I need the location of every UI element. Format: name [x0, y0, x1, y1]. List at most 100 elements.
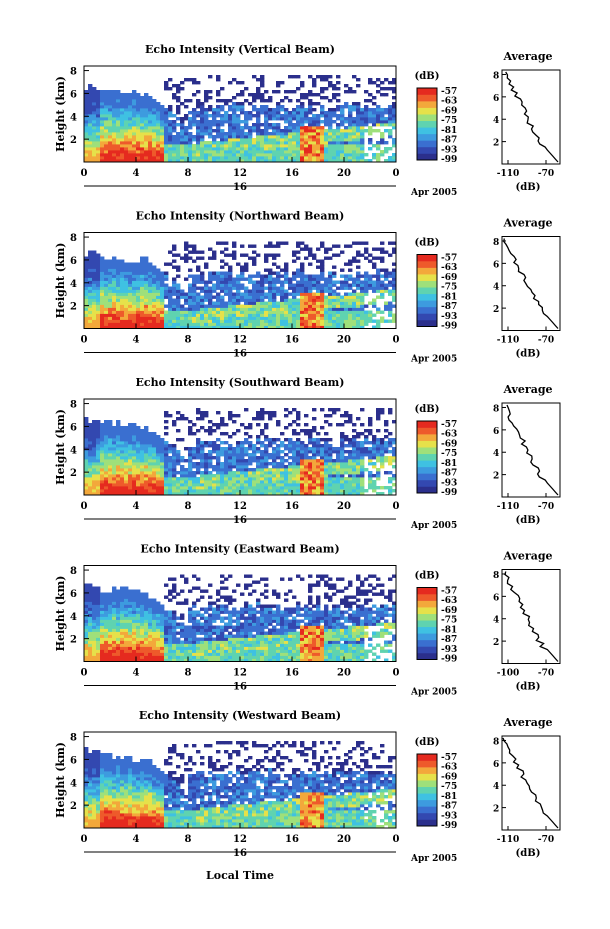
heatmap-cell [316, 480, 321, 484]
heatmap-cell [172, 138, 177, 142]
heatmap-cell [392, 96, 397, 100]
heatmap-cell [220, 280, 225, 284]
colorbar-tick-label: -99 [441, 488, 457, 498]
heatmap-cell [192, 483, 197, 487]
heatmap-cell [348, 480, 353, 484]
heatmap-cell [200, 313, 205, 317]
heatmap-cell [216, 307, 221, 311]
heatmap-cell [280, 150, 285, 154]
profile-y-tick-label: 4 [493, 283, 499, 293]
heatmap-cell [112, 126, 117, 130]
heatmap-cell [92, 619, 97, 623]
heatmap-cell [212, 465, 217, 469]
heatmap-cell [120, 129, 125, 133]
heatmap-cell [248, 292, 253, 296]
heatmap-cell [188, 283, 193, 287]
heatmap-cell [276, 304, 281, 308]
heatmap-cell [392, 159, 397, 163]
heatmap-cell [248, 480, 253, 484]
heatmap-cell [392, 316, 397, 320]
heatmap-cell [128, 453, 133, 457]
heatmap-cell [392, 274, 397, 278]
heatmap-cell [84, 322, 89, 326]
heatmap-cell [112, 444, 117, 448]
heatmap-cell [116, 319, 121, 323]
heatmap-cell [208, 462, 213, 466]
heatmap-cell [116, 307, 121, 311]
heatmap-cell [288, 150, 293, 154]
heatmap-cell [304, 147, 309, 151]
heatmap-cell [204, 108, 209, 112]
heatmap-cell [208, 156, 213, 160]
heatmap-cell [368, 316, 373, 320]
heatmap-cell [312, 310, 317, 314]
heatmap-cell [104, 90, 109, 94]
heatmap-cell [296, 289, 301, 293]
heatmap-cell [204, 310, 209, 314]
heatmap-cell [100, 120, 105, 124]
heatmap-cell [340, 150, 345, 154]
heatmap-cell [252, 471, 257, 475]
heatmap-cell [284, 322, 289, 326]
heatmap-cell [380, 438, 385, 442]
heatmap-cell [376, 444, 381, 448]
heatmap-cell [116, 280, 121, 284]
heatmap-cell [328, 150, 333, 154]
heatmap-cell [348, 262, 353, 266]
heatmap-cell [216, 298, 221, 302]
heatmap-cell [360, 298, 365, 302]
heatmap-cell [248, 492, 253, 496]
heatmap-cell [172, 84, 177, 88]
colorbar-swatch [417, 313, 437, 321]
heatmap-cell [260, 307, 265, 311]
heatmap-cell [192, 280, 197, 284]
heatmap-cell [88, 286, 93, 290]
heatmap-cell [96, 253, 101, 257]
heatmap-cell [236, 117, 241, 121]
heatmap-cell [268, 271, 273, 275]
heatmap-cell [96, 465, 101, 469]
heatmap-cell [204, 429, 209, 433]
heatmap-cell [364, 271, 369, 275]
heatmap-cell [116, 271, 121, 275]
heatmap-cell [256, 286, 261, 290]
heatmap-cell [160, 105, 165, 109]
heatmap-cell [160, 153, 165, 157]
heatmap-cell [164, 147, 169, 151]
heatmap-cell [320, 313, 325, 317]
heatmap-cell [332, 486, 337, 490]
heatmap-cell [348, 274, 353, 278]
heatmap-cell [320, 75, 325, 79]
heatmap-cell [108, 450, 113, 454]
heatmap-cell [208, 420, 213, 424]
heatmap-cell [300, 483, 305, 487]
heatmap-cell [360, 156, 365, 160]
heatmap-cell [328, 480, 333, 484]
heatmap-cell [324, 87, 329, 91]
heatmap-cell [348, 420, 353, 424]
heatmap-cell [336, 465, 341, 469]
heatmap-cell [372, 301, 377, 305]
heatmap-cell [324, 295, 329, 299]
heatmap-cell [292, 471, 297, 475]
heatmap-cell [376, 414, 381, 418]
heatmap-cell [120, 322, 125, 326]
heatmap-cell [200, 105, 205, 109]
heatmap-cell [160, 126, 165, 130]
heatmap-cell [132, 129, 137, 133]
heatmap-cell [184, 141, 189, 145]
heatmap-cell [292, 286, 297, 290]
heatmap-cell [380, 138, 385, 142]
heatmap-cell [116, 111, 121, 115]
heatmap-cell [276, 447, 281, 451]
heatmap-cell [164, 262, 169, 266]
heatmap-cell [100, 450, 105, 454]
heatmap-cell [192, 117, 197, 121]
heatmap-cell [212, 147, 217, 151]
heatmap-cell [252, 244, 257, 248]
heatmap-cell [100, 114, 105, 118]
heatmap-cell [304, 283, 309, 287]
heatmap-cell [100, 271, 105, 275]
heatmap-cell [160, 453, 165, 457]
heatmap-cell [296, 322, 301, 326]
